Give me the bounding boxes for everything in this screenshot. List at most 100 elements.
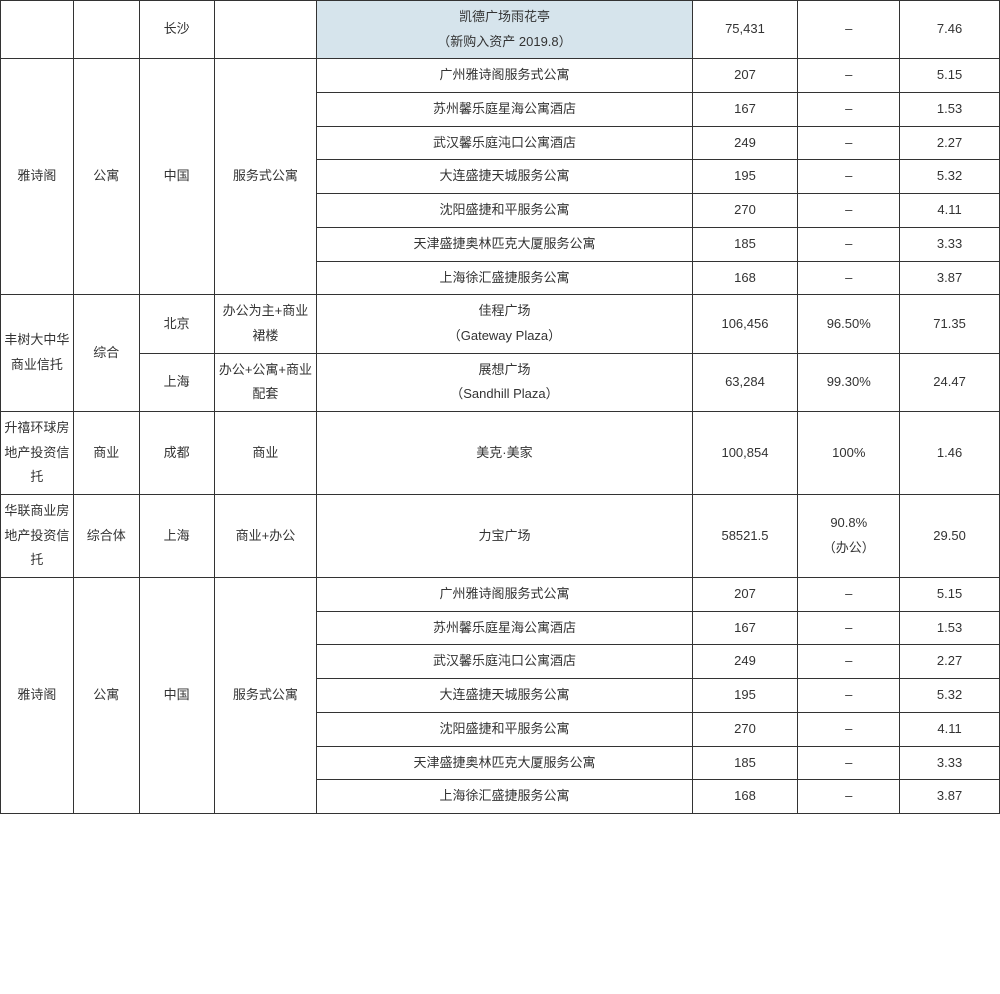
table-cell: 沈阳盛捷和平服务公寓 [317,194,692,228]
table-row: 华联商业房地产投资信托综合体上海商业+办公力宝广场58521.590.8%（办公… [1,495,1000,578]
table-cell: 力宝广场 [317,495,692,578]
table-cell: 168 [692,261,798,295]
table-cell: 185 [692,746,798,780]
table-cell: 办公+公寓+商业配套 [214,353,317,411]
table-cell: 广州雅诗阁服务式公寓 [317,59,692,93]
table-row: 雅诗阁公寓中国服务式公寓广州雅诗阁服务式公寓207–5.15 [1,59,1000,93]
table-cell: 4.11 [900,194,1000,228]
table-cell: 商业 [214,411,317,494]
table-cell: 武汉馨乐庭沌口公寓酒店 [317,645,692,679]
table-cell: 168 [692,780,798,814]
table-cell: 升禧环球房地产投资信托 [1,411,74,494]
table-cell: 公寓 [73,578,139,814]
table-cell: 2.27 [900,645,1000,679]
table-cell: – [798,194,900,228]
table-cell: 成都 [139,411,214,494]
table-row: 长沙凯德广场雨花亭（新购入资产 2019.8）75,431–7.46 [1,1,1000,59]
table-cell: 75,431 [692,1,798,59]
cell-line: （办公） [800,536,897,561]
table-cell: 上海徐汇盛捷服务公寓 [317,261,692,295]
table-cell: 5.32 [900,160,1000,194]
cell-line: （Sandhill Plaza） [319,382,689,407]
table-cell: 63,284 [692,353,798,411]
table-cell: 丰树大中华商业信托 [1,295,74,412]
table-cell: 106,456 [692,295,798,353]
cell-line: （新购入资产 2019.8） [319,30,689,55]
table-cell: 195 [692,160,798,194]
table-cell: 长沙 [139,1,214,59]
table-cell: – [798,780,900,814]
table-cell: 185 [692,227,798,261]
table-cell: 207 [692,578,798,612]
table-cell: 雅诗阁 [1,59,74,295]
property-table: 长沙凯德广场雨花亭（新购入资产 2019.8）75,431–7.46雅诗阁公寓中… [0,0,1000,814]
table-cell: – [798,712,900,746]
table-row: 上海办公+公寓+商业配套展想广场（Sandhill Plaza）63,28499… [1,353,1000,411]
table-cell: 71.35 [900,295,1000,353]
table-cell: 沈阳盛捷和平服务公寓 [317,712,692,746]
table-cell [1,1,74,59]
table-cell: 展想广场（Sandhill Plaza） [317,353,692,411]
table-cell: 96.50% [798,295,900,353]
cell-line: 展想广场 [319,358,689,383]
table-cell: 270 [692,712,798,746]
property-table-wrapper: 长沙凯德广场雨花亭（新购入资产 2019.8）75,431–7.46雅诗阁公寓中… [0,0,1000,814]
table-cell: 167 [692,611,798,645]
table-cell: 90.8%（办公） [798,495,900,578]
table-cell: 167 [692,93,798,127]
table-cell: – [798,645,900,679]
cell-line: （Gateway Plaza） [319,324,689,349]
table-cell: 广州雅诗阁服务式公寓 [317,578,692,612]
table-cell [73,1,139,59]
table-cell: – [798,578,900,612]
table-cell: 3.33 [900,746,1000,780]
table-cell: 24.47 [900,353,1000,411]
table-cell: 2.27 [900,126,1000,160]
table-cell: 天津盛捷奥林匹克大厦服务公寓 [317,746,692,780]
table-cell: 7.46 [900,1,1000,59]
table-cell: – [798,746,900,780]
table-cell: 服务式公寓 [214,578,317,814]
table-cell: 天津盛捷奥林匹克大厦服务公寓 [317,227,692,261]
table-cell: 办公为主+商业裙楼 [214,295,317,353]
table-cell: – [798,93,900,127]
table-cell: 上海徐汇盛捷服务公寓 [317,780,692,814]
table-row: 升禧环球房地产投资信托商业成都商业美克·美家100,854100%1.46 [1,411,1000,494]
table-cell: 上海 [139,495,214,578]
table-cell: 商业 [73,411,139,494]
table-cell: 武汉馨乐庭沌口公寓酒店 [317,126,692,160]
table-cell: 5.15 [900,59,1000,93]
table-cell: – [798,227,900,261]
table-cell: 苏州馨乐庭星海公寓酒店 [317,611,692,645]
table-cell: 249 [692,645,798,679]
table-cell: 苏州馨乐庭星海公寓酒店 [317,93,692,127]
table-cell: 100,854 [692,411,798,494]
cell-line: 90.8% [800,511,897,536]
cell-line: 佳程广场 [319,299,689,324]
table-cell: – [798,611,900,645]
table-cell: 29.50 [900,495,1000,578]
table-cell: 3.33 [900,227,1000,261]
table-cell: 美克·美家 [317,411,692,494]
table-cell: 5.32 [900,679,1000,713]
table-row: 丰树大中华商业信托综合北京办公为主+商业裙楼佳程广场（Gateway Plaza… [1,295,1000,353]
table-cell: 上海 [139,353,214,411]
table-cell: – [798,1,900,59]
table-cell: 195 [692,679,798,713]
table-cell: 商业+办公 [214,495,317,578]
table-row: 雅诗阁公寓中国服务式公寓广州雅诗阁服务式公寓207–5.15 [1,578,1000,612]
table-cell: – [798,160,900,194]
table-cell: 3.87 [900,780,1000,814]
table-cell: 大连盛捷天城服务公寓 [317,679,692,713]
table-cell: 综合体 [73,495,139,578]
table-cell: 服务式公寓 [214,59,317,295]
table-cell: 207 [692,59,798,93]
table-cell: 综合 [73,295,139,412]
table-cell: 4.11 [900,712,1000,746]
table-cell: – [798,126,900,160]
table-cell: 58521.5 [692,495,798,578]
table-cell: – [798,261,900,295]
table-cell: – [798,59,900,93]
table-cell: 5.15 [900,578,1000,612]
table-cell: 99.30% [798,353,900,411]
